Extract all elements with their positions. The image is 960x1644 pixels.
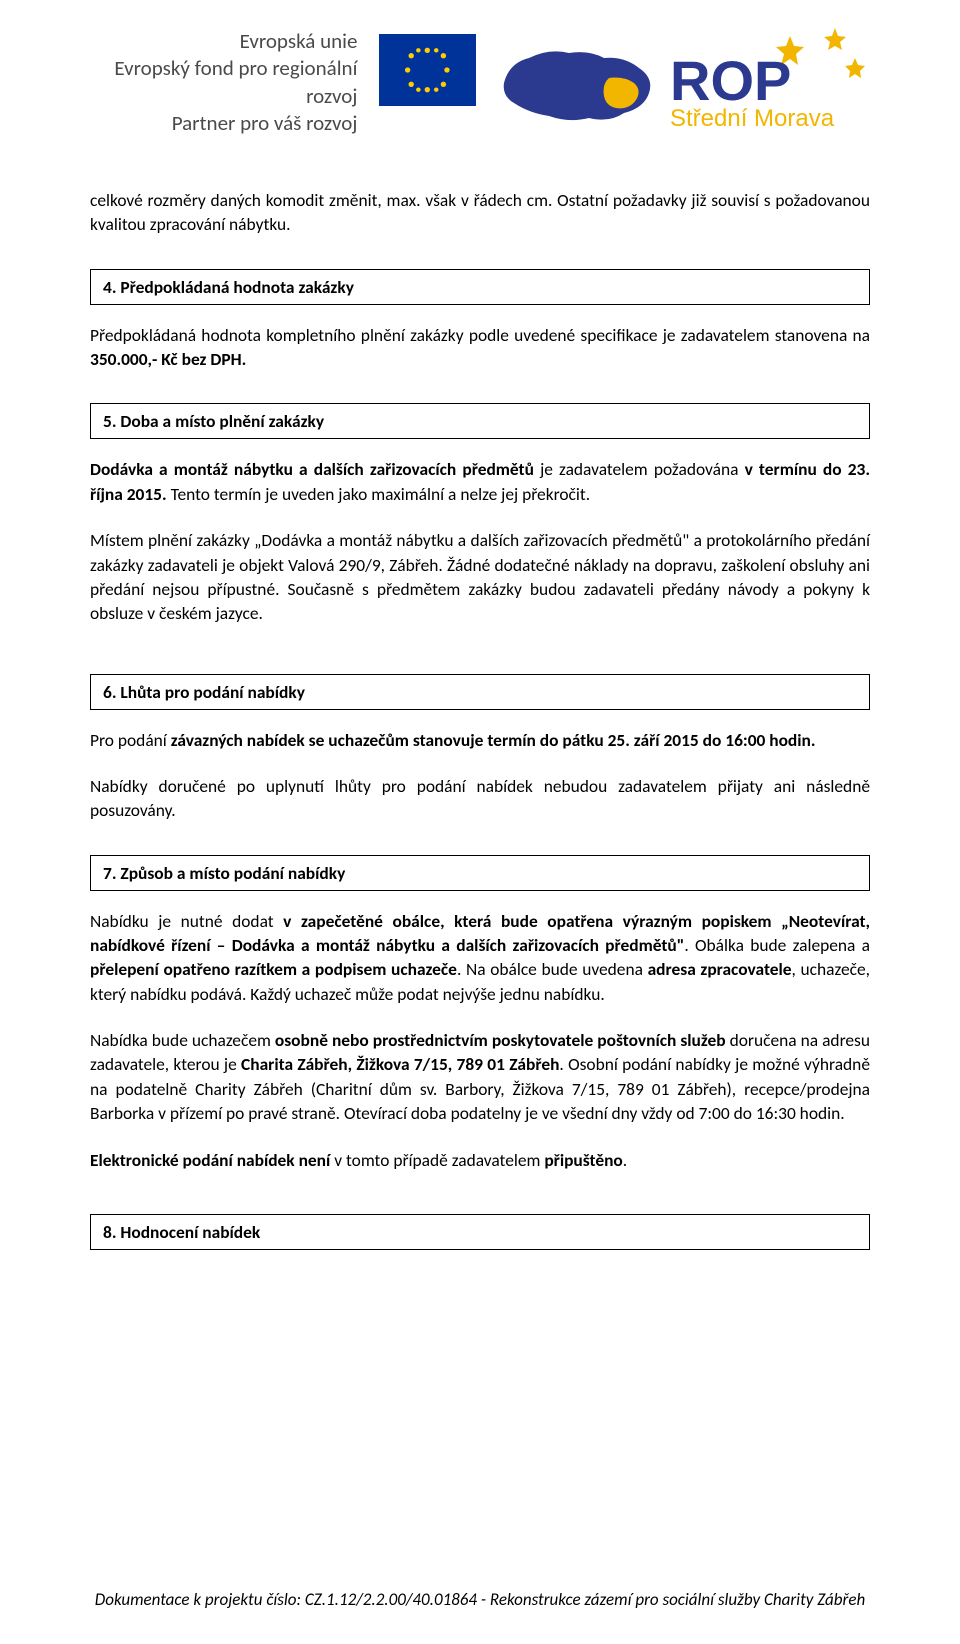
svg-text:Střední Morava: Střední Morava (670, 105, 835, 132)
eu-text-line3: Partner pro váš rozvoj (90, 110, 357, 137)
section7-p3-c: připuštěno (544, 1149, 622, 1171)
section4-heading: 4. Předpokládaná hodnota zakázky (103, 276, 354, 298)
section6-heading-box: 6. Lhůta pro podání nabídky (90, 674, 870, 710)
section7-p1-d: přelepení opatřeno razítkem a podpisem u… (90, 958, 457, 980)
page-container: Evropská unie Evropský fond pro regionál… (0, 0, 960, 1250)
section7-heading-box: 7. Způsob a místo podání nabídky (90, 855, 870, 891)
section8-heading-box: 8. Hodnocení nabídek (90, 1214, 870, 1250)
section5-p2: Místem plnění zakázky „Dodávka a montáž … (90, 528, 870, 625)
section5-p1: Dodávka a montáž nábytku a dalších zařiz… (90, 457, 870, 506)
section7-p2-a: Nabídka bude uchazečem (90, 1029, 275, 1051)
eu-text-block: Evropská unie Evropský fond pro regionál… (90, 28, 357, 137)
section7-p1-c: . Obálka bude zalepena a (684, 934, 870, 956)
section7-p2: Nabídka bude uchazečem osobně nebo prost… (90, 1028, 870, 1125)
section5-heading-box: 5. Doba a místo plnění zakázky (90, 403, 870, 439)
section7-p1-e: . Na obálce bude uvedena (457, 958, 648, 980)
section4-p1: Předpokládaná hodnota kompletního plnění… (90, 323, 870, 372)
section6-p1-a: Pro podání (90, 729, 171, 751)
section7-p1: Nabídku je nutné dodat v zapečetěné obál… (90, 909, 870, 1006)
intro-paragraph: celkové rozměry daných komodit změnit, m… (90, 188, 870, 237)
eu-text-line1: Evropská unie (90, 28, 357, 55)
footer-text: Dokumentace k projektu číslo: CZ.1.12/2.… (0, 1589, 960, 1610)
section7-p1-a: Nabídku je nutné dodat (90, 910, 283, 932)
header-logo-row: Evropská unie Evropský fond pro regionál… (90, 28, 870, 138)
section7-p3-d: . (623, 1149, 627, 1171)
section7-p3-b: v tomto případě zadavatelem (330, 1149, 544, 1171)
section5-p1-d: Tento termín je uveden jako maximální a … (167, 483, 590, 505)
section5-p1-a: Dodávka a montáž nábytku a dalších zařiz… (90, 458, 534, 480)
section8-heading: 8. Hodnocení nabídek (103, 1221, 260, 1243)
section4-p1-a: Předpokládaná hodnota kompletního plnění… (90, 324, 870, 346)
section7-p3: Elektronické podání nabídek není v tomto… (90, 1148, 870, 1172)
section6-heading: 6. Lhůta pro podání nabídky (103, 681, 305, 703)
eu-text-line2: Evropský fond pro regionální rozvoj (90, 55, 357, 110)
section4-p1-b: 350.000,- Kč bez DPH. (90, 348, 246, 370)
rop-logo-block: ROP Střední Morava (494, 28, 870, 138)
section7-heading: 7. Způsob a místo podání nabídky (103, 862, 345, 884)
section5-p1-b: je zadavatelem požadována (534, 458, 745, 480)
eu-flag-icon (379, 34, 476, 106)
section6-p1: Pro podání závazných nabídek se uchazečů… (90, 728, 870, 752)
rop-text-icon: ROP Střední Morava (670, 28, 870, 138)
section7-p1-f: adresa zpracovatele (648, 958, 792, 980)
svg-text:ROP: ROP (670, 49, 791, 112)
section5-heading: 5. Doba a místo plnění zakázky (103, 410, 324, 432)
section6-p1-b: závazných nabídek se uchazečům stanovuje… (171, 729, 816, 751)
section7-p2-b: osobně nebo prostřednictvím poskytovatel… (275, 1029, 726, 1051)
section7-p3-a: Elektronické podání nabídek není (90, 1149, 330, 1171)
section4-heading-box: 4. Předpokládaná hodnota zakázky (90, 269, 870, 305)
section7-p2-d: Charita Zábřeh, Žižkova 7/15, 789 01 Záb… (241, 1053, 559, 1075)
cz-map-icon (494, 28, 664, 138)
section6-p2: Nabídky doručené po uplynutí lhůty pro p… (90, 774, 870, 823)
